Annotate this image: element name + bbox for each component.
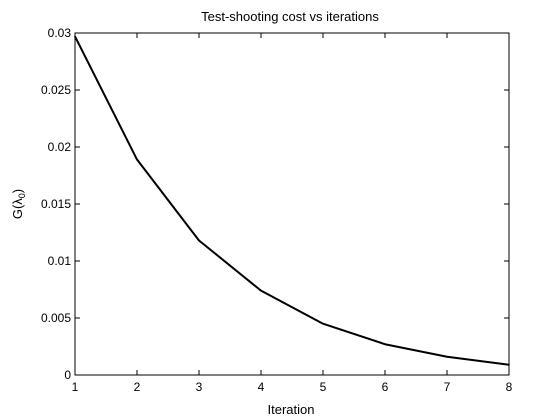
data-point [136, 158, 138, 161]
y-axis: 0 0.005 0.01 0.015 0.02 0.025 0.03 [41, 26, 509, 382]
x-tick-label: 8 [506, 380, 513, 394]
y-tick-label: 0 [64, 368, 71, 382]
y-tick-label: 0.03 [48, 26, 72, 40]
x-tick-label: 4 [258, 380, 265, 394]
y-axis-title-close: ) [10, 189, 25, 193]
x-tick-label: 1 [72, 380, 79, 394]
data-point [446, 355, 448, 358]
x-tick-label: 7 [444, 380, 451, 394]
series-line [74, 35, 510, 366]
data-point [384, 343, 386, 346]
x-axis-title: Iteration [268, 402, 315, 417]
chart-title: Test-shooting cost vs iterations [201, 9, 379, 24]
y-tick-label: 0.015 [41, 197, 71, 211]
x-tick-label: 6 [382, 380, 389, 394]
y-axis-title-symbol: λ [10, 198, 25, 205]
y-tick-label: 0.025 [41, 83, 71, 97]
x-axis: 1 2 3 4 5 6 7 8 [72, 33, 513, 394]
y-tick-label: 0.02 [48, 140, 72, 154]
x-tick-label: 2 [134, 380, 141, 394]
x-tick-label: 5 [320, 380, 327, 394]
plot-area [74, 32, 510, 376]
y-tick-label: 0.01 [48, 254, 72, 268]
x-tick-label: 3 [196, 380, 203, 394]
series-layer [74, 35, 510, 366]
y-axis-title-subscript: 0 [17, 193, 27, 198]
data-point [260, 289, 262, 292]
axes-box [74, 32, 510, 376]
y-axis-title: G(λ0) [10, 189, 27, 219]
y-axis-title-main: G( [10, 204, 25, 219]
data-point [74, 35, 76, 38]
data-point [322, 322, 324, 325]
y-tick-label: 0.005 [41, 311, 71, 325]
data-point [508, 363, 510, 366]
data-point [198, 239, 200, 242]
